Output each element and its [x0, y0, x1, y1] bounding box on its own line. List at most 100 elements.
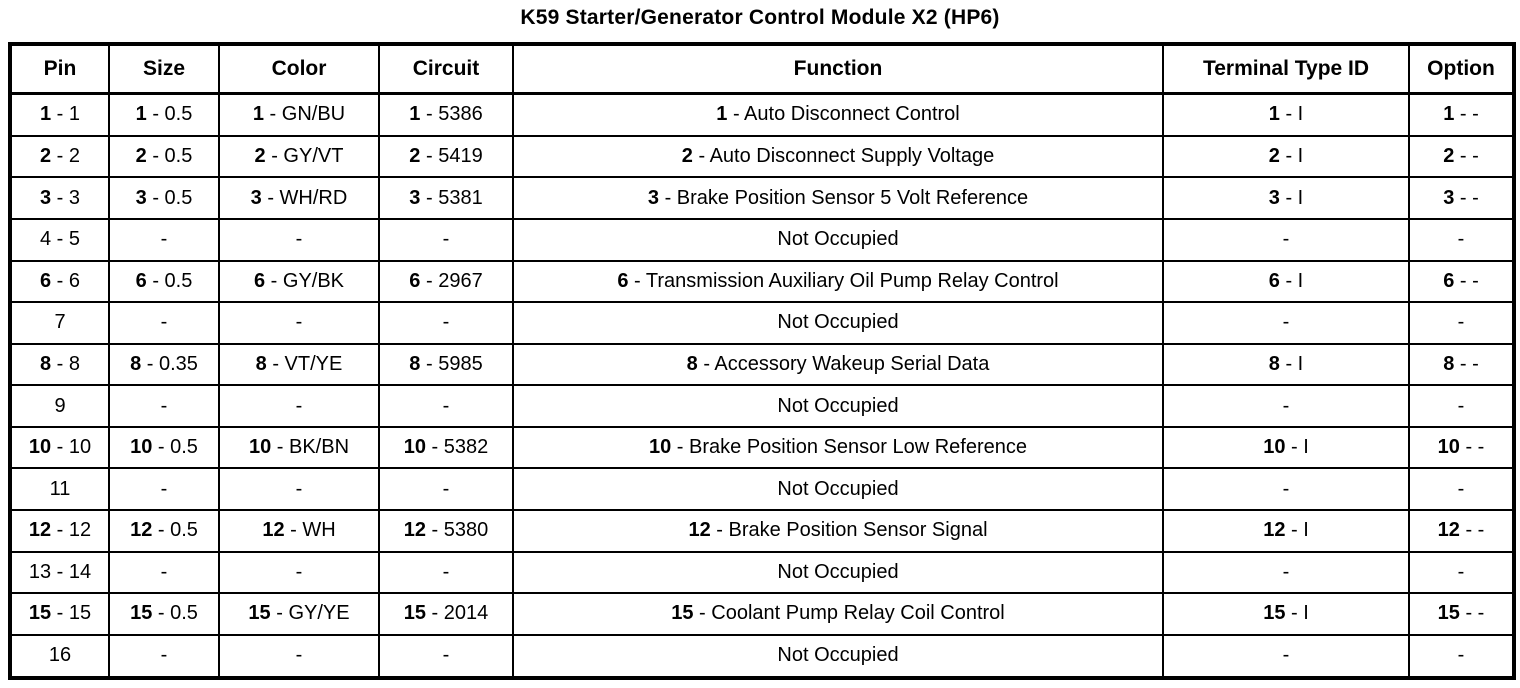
function-cell-value: - Transmission Auxiliary Oil Pump Relay … [628, 269, 1059, 292]
pin-cell-value: - 15 [51, 602, 92, 625]
circuit-cell-value: - 5380 [425, 519, 489, 542]
pin-cell: 10 - 10 [9, 425, 110, 470]
function-cell-value: Not Occupied [777, 644, 899, 667]
size-cell: 6 - 0.5 [108, 259, 220, 304]
pin-cell-value: 13 - 14 [28, 560, 92, 583]
pin-cell: 15 - 15 [9, 592, 110, 636]
option-cell-pin-number: 6 [1443, 269, 1455, 292]
color-cell-value: - [295, 311, 303, 334]
circuit-cell: - [378, 550, 514, 595]
option-cell-value: - [1457, 228, 1465, 251]
terminal-cell: - [1162, 550, 1410, 595]
size-cell-pin-number: 12 [130, 519, 153, 542]
pin-cell-value: 9 [54, 394, 66, 417]
function-cell: 1 - Auto Disconnect Control [512, 92, 1164, 137]
function-cell: 10 - Brake Position Sensor Low Reference [512, 425, 1164, 470]
terminal-cell: - [1162, 467, 1410, 511]
table-header: Pin Size Color Circuit Function Terminal… [9, 43, 1515, 95]
size-cell-pin-number: 15 [130, 602, 153, 625]
pin-cell: 6 - 6 [9, 259, 110, 304]
color-cell-pin-number: 10 [248, 436, 272, 459]
pin-cell: 7 [9, 301, 110, 345]
color-cell-pin-number: 12 [262, 519, 285, 542]
color-cell: 8 - VT/YE [218, 342, 380, 387]
size-cell-value: - [160, 644, 168, 667]
option-cell-value: - [1457, 311, 1465, 334]
function-cell-value: Not Occupied [777, 311, 899, 334]
pin-cell: 1 - 1 [9, 92, 110, 137]
terminal-cell: 2 - I [1162, 134, 1410, 179]
terminal-cell-pin-number: 15 [1263, 602, 1286, 625]
function-cell: 3 - Brake Position Sensor 5 Volt Referen… [512, 176, 1164, 221]
color-cell: - [218, 550, 380, 595]
function-cell-pin-number: 10 [649, 436, 672, 459]
size-cell: 1 - 0.5 [108, 92, 220, 137]
function-cell: 6 - Transmission Auxiliary Oil Pump Rela… [512, 259, 1164, 304]
color-cell-value: - VT/YE [266, 352, 343, 375]
color-cell-value: - [295, 644, 303, 667]
size-cell-value: - 0.5 [152, 602, 198, 625]
function-cell: Not Occupied [512, 633, 1164, 680]
size-cell: 2 - 0.5 [108, 134, 220, 179]
terminal-cell-value: - [1282, 311, 1290, 334]
terminal-cell: 8 - I [1162, 342, 1410, 387]
option-cell-value: - [1457, 644, 1465, 667]
table-row: 9 - - - Not Occupied - - [9, 384, 1515, 428]
terminal-cell-value: - I [1279, 352, 1304, 375]
option-cell: 10 - - [1408, 425, 1515, 470]
terminal-cell: - [1162, 384, 1410, 428]
circuit-cell: 2 - 5419 [378, 134, 514, 179]
terminal-cell: 15 - I [1162, 592, 1410, 636]
terminal-cell-pin-number: 10 [1263, 436, 1286, 459]
table-row: 16 - - - Not Occupied - - [9, 633, 1515, 680]
circuit-cell-pin-number: 6 [409, 269, 421, 292]
option-cell-value: - [1457, 477, 1465, 500]
option-cell: - [1408, 550, 1515, 595]
option-cell-value: - [1457, 560, 1465, 583]
function-cell: Not Occupied [512, 218, 1164, 262]
color-cell: 12 - WH [218, 508, 380, 553]
color-cell: 3 - WH/RD [218, 176, 380, 221]
function-cell: 8 - Accessory Wakeup Serial Data [512, 342, 1164, 387]
pin-cell-value: - 6 [51, 269, 81, 292]
circuit-cell-pin-number: 2 [409, 145, 421, 168]
size-cell: 12 - 0.5 [108, 508, 220, 553]
circuit-cell: - [378, 218, 514, 262]
function-cell: Not Occupied [512, 384, 1164, 428]
terminal-cell-value: - [1282, 644, 1290, 667]
color-cell: 10 - BK/BN [218, 425, 380, 470]
pin-cell-pin-number: 2 [39, 145, 52, 168]
size-cell: 10 - 0.5 [108, 425, 220, 470]
pin-cell-pin-number: 15 [28, 602, 52, 625]
option-cell: 3 - - [1408, 176, 1515, 221]
column-header-function: Function [512, 43, 1164, 95]
table-row: 10 - 10 10 - 0.5 10 - BK/BN 10 - 5382 10 - B… [9, 425, 1515, 470]
table-row: 7 - - - Not Occupied - - [9, 301, 1515, 345]
size-cell-value: - 0.5 [146, 103, 193, 126]
size-cell: - [108, 467, 220, 511]
terminal-cell-value: - I [1285, 602, 1309, 625]
pin-cell: 11 [9, 467, 110, 511]
function-cell-value: Not Occupied [777, 560, 899, 583]
function-cell-value: Not Occupied [777, 477, 899, 500]
option-cell: 6 - - [1408, 259, 1515, 304]
color-cell-value: - GY/VT [265, 145, 344, 168]
color-cell: 1 - GN/BU [218, 92, 380, 137]
option-cell: 12 - - [1408, 508, 1515, 553]
function-cell-pin-number: 1 [716, 103, 728, 126]
circuit-cell: - [378, 301, 514, 345]
option-cell-value: - - [1454, 145, 1479, 168]
color-cell-value: - GN/BU [264, 103, 346, 126]
color-cell: - [218, 633, 380, 680]
size-cell-value: - 0.35 [141, 352, 198, 375]
size-cell: 15 - 0.5 [108, 592, 220, 636]
pinout-table: Pin Size Color Circuit Function Terminal… [8, 42, 1516, 680]
circuit-cell-value: - [442, 644, 450, 667]
option-cell-value: - - [1454, 352, 1479, 375]
terminal-cell-value: - I [1285, 436, 1309, 459]
color-cell: 6 - GY/BK [218, 259, 380, 304]
size-cell: 8 - 0.35 [108, 342, 220, 387]
pin-cell: 3 - 3 [9, 176, 110, 221]
